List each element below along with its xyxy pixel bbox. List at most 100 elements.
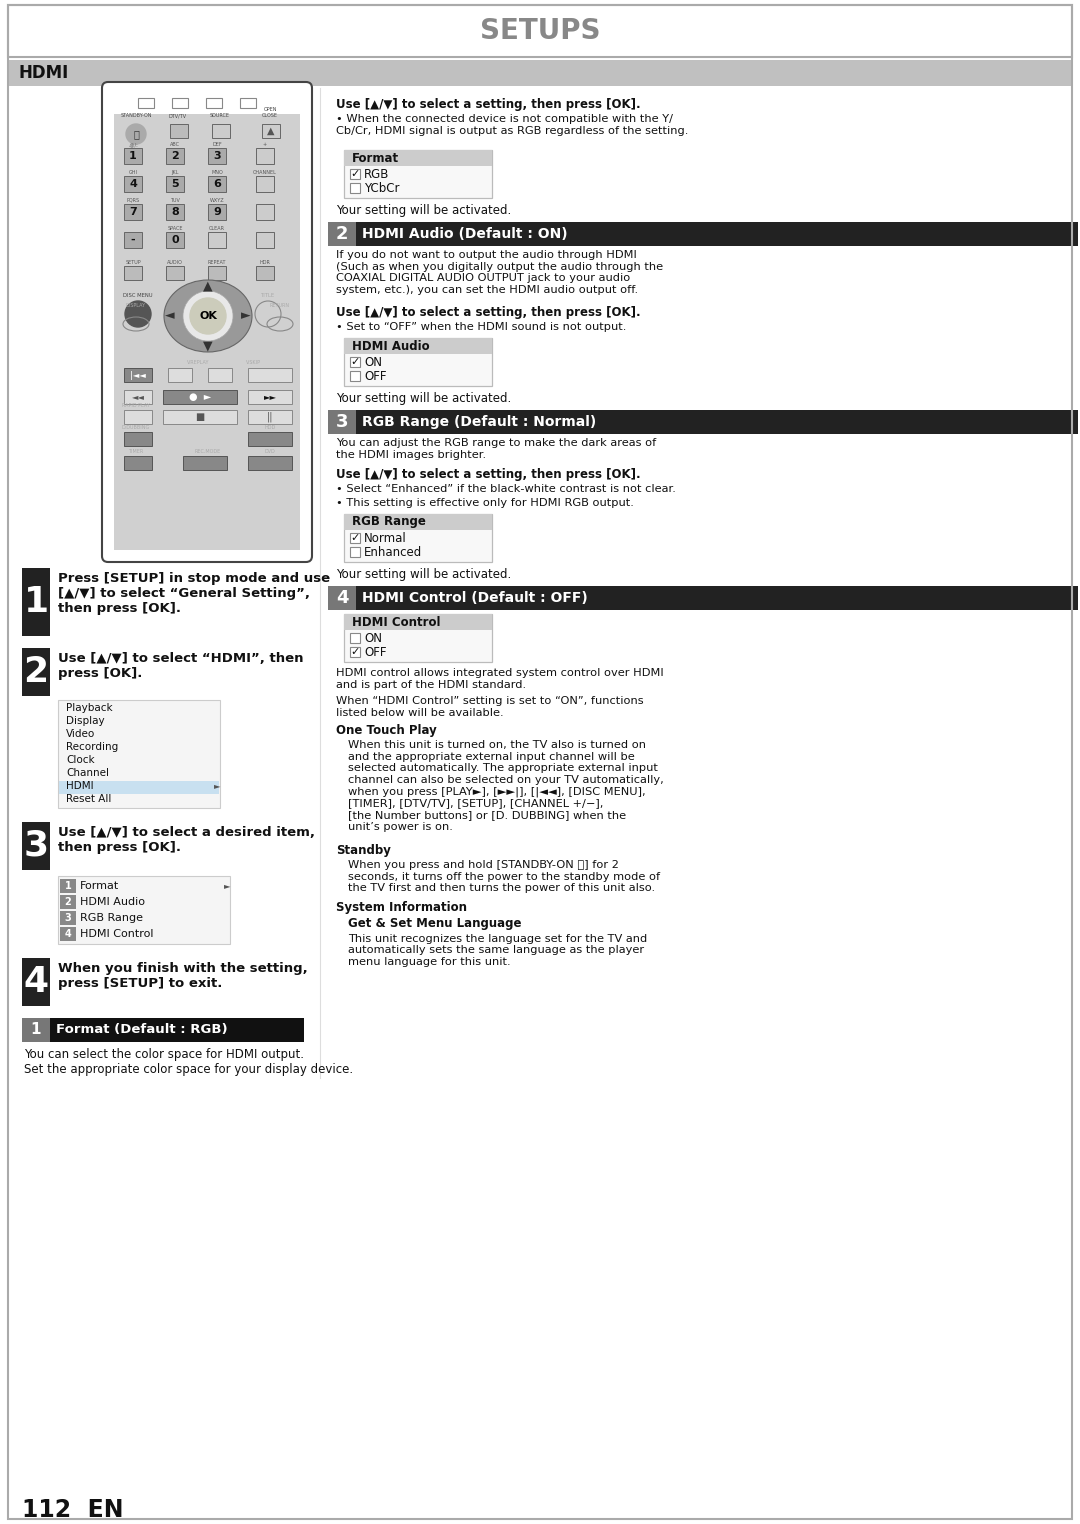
Text: ABC: ABC xyxy=(170,142,180,146)
Text: ✓: ✓ xyxy=(350,357,360,367)
Bar xyxy=(345,149,492,198)
Bar xyxy=(328,587,1078,610)
Text: ■: ■ xyxy=(195,411,204,422)
Text: Video: Video xyxy=(66,728,95,739)
Text: ●  ►: ● ► xyxy=(189,392,211,402)
Bar xyxy=(328,410,356,434)
Text: 4: 4 xyxy=(336,588,348,607)
Text: ✓: ✓ xyxy=(350,533,360,543)
Bar xyxy=(248,456,292,469)
Text: +: + xyxy=(262,142,267,146)
Text: OFF: OFF xyxy=(364,369,387,383)
Text: Channel: Channel xyxy=(66,768,109,777)
Text: 4: 4 xyxy=(130,178,137,189)
Bar xyxy=(166,175,184,192)
Bar xyxy=(22,1018,303,1042)
Text: HDMI Audio: HDMI Audio xyxy=(80,898,145,907)
Text: • When the connected device is not compatible with the Y/
Cb/Cr, HDMI signal is : • When the connected device is not compa… xyxy=(336,114,688,136)
Bar xyxy=(256,232,274,248)
Bar xyxy=(345,514,492,562)
Text: Format: Format xyxy=(80,881,119,892)
Circle shape xyxy=(126,123,146,143)
Text: Use [▲/▼] to select a setting, then press [OK].: Use [▲/▼] to select a setting, then pres… xyxy=(336,306,640,319)
Ellipse shape xyxy=(183,291,233,341)
Bar xyxy=(124,390,152,404)
Text: Reset All: Reset All xyxy=(66,794,111,805)
Text: HDMI Audio (Default : ON): HDMI Audio (Default : ON) xyxy=(362,227,568,241)
Text: V.SKIP: V.SKIP xyxy=(245,360,260,366)
Text: ▼: ▼ xyxy=(203,340,213,352)
Bar xyxy=(168,367,192,383)
Text: HDR: HDR xyxy=(259,261,270,265)
Bar xyxy=(59,780,219,794)
Text: GHI: GHI xyxy=(129,171,137,175)
Text: • Select “Enhanced” if the black-white contrast is not clear.: • Select “Enhanced” if the black-white c… xyxy=(336,485,676,494)
Text: Standby: Standby xyxy=(336,844,391,856)
Bar xyxy=(166,148,184,165)
Bar xyxy=(328,410,1078,434)
Circle shape xyxy=(190,299,226,334)
Text: SETUP: SETUP xyxy=(125,261,140,265)
Bar xyxy=(350,370,360,381)
Text: Use [▲/▼] to select a setting, then press [OK].: Use [▲/▼] to select a setting, then pres… xyxy=(336,98,640,111)
Text: RGB Range: RGB Range xyxy=(80,913,143,924)
Text: .@/:: .@/: xyxy=(129,142,138,146)
Text: TUV: TUV xyxy=(170,198,180,203)
Bar xyxy=(183,456,227,469)
Text: Press [SETUP] in stop mode and use
[▲/▼] to select “General Setting”,
then press: Press [SETUP] in stop mode and use [▲/▼]… xyxy=(58,572,330,616)
Text: You can select the color space for HDMI output.
Set the appropriate color space : You can select the color space for HDMI … xyxy=(24,1049,353,1076)
Text: HDMI control allows integrated system control over HDMI
and is part of the HDMI : HDMI control allows integrated system co… xyxy=(336,668,664,689)
Bar xyxy=(350,648,360,657)
Text: -: - xyxy=(131,235,135,245)
Text: 6: 6 xyxy=(213,178,221,189)
Bar xyxy=(124,232,141,248)
Bar xyxy=(172,98,188,108)
Text: 7: 7 xyxy=(130,207,137,216)
Text: 112  EN: 112 EN xyxy=(22,1498,123,1522)
Text: When “HDMI Control” setting is set to “ON”, functions
listed below will be avail: When “HDMI Control” setting is set to “O… xyxy=(336,696,644,718)
Bar xyxy=(240,98,256,108)
Text: 3: 3 xyxy=(65,913,71,924)
Bar xyxy=(114,114,300,550)
Bar xyxy=(8,59,1072,85)
Text: 2: 2 xyxy=(336,226,348,242)
Bar xyxy=(345,338,492,354)
Bar xyxy=(163,390,237,404)
Bar xyxy=(208,204,226,219)
Text: Your setting will be activated.: Your setting will be activated. xyxy=(336,392,511,405)
Bar xyxy=(60,911,76,925)
Bar xyxy=(22,959,50,1006)
Text: JKL: JKL xyxy=(172,171,179,175)
Text: RGB Range (Default : Normal): RGB Range (Default : Normal) xyxy=(362,415,596,428)
Text: PQRS: PQRS xyxy=(126,198,139,203)
Bar xyxy=(345,614,492,661)
Text: 4: 4 xyxy=(24,965,49,1000)
Text: OPEN
CLOSE: OPEN CLOSE xyxy=(262,107,278,117)
Bar xyxy=(163,410,237,424)
Text: Use [▲/▼] to select “HDMI”, then
press [OK].: Use [▲/▼] to select “HDMI”, then press [… xyxy=(58,652,303,680)
Bar xyxy=(138,98,154,108)
Bar xyxy=(256,148,274,165)
Text: REPEAT: REPEAT xyxy=(207,261,226,265)
Text: 2: 2 xyxy=(24,655,49,689)
Text: CLEAR: CLEAR xyxy=(210,226,225,232)
Bar xyxy=(208,232,226,248)
Text: One Touch Play: One Touch Play xyxy=(336,724,436,738)
Bar xyxy=(345,514,492,530)
Text: Clock: Clock xyxy=(66,754,95,765)
Bar xyxy=(60,927,76,940)
Bar xyxy=(124,175,141,192)
Text: YCbCr: YCbCr xyxy=(364,181,400,195)
Text: HDMI: HDMI xyxy=(18,64,68,82)
Bar xyxy=(248,367,292,383)
Text: |◄◄: |◄◄ xyxy=(130,370,146,379)
Bar xyxy=(124,367,152,383)
Bar xyxy=(60,895,76,908)
Text: 5: 5 xyxy=(172,178,179,189)
Bar xyxy=(350,547,360,556)
Bar xyxy=(124,267,141,280)
Ellipse shape xyxy=(164,280,252,352)
Text: 2: 2 xyxy=(171,151,179,162)
Bar xyxy=(248,431,292,447)
Text: 3: 3 xyxy=(336,413,348,431)
